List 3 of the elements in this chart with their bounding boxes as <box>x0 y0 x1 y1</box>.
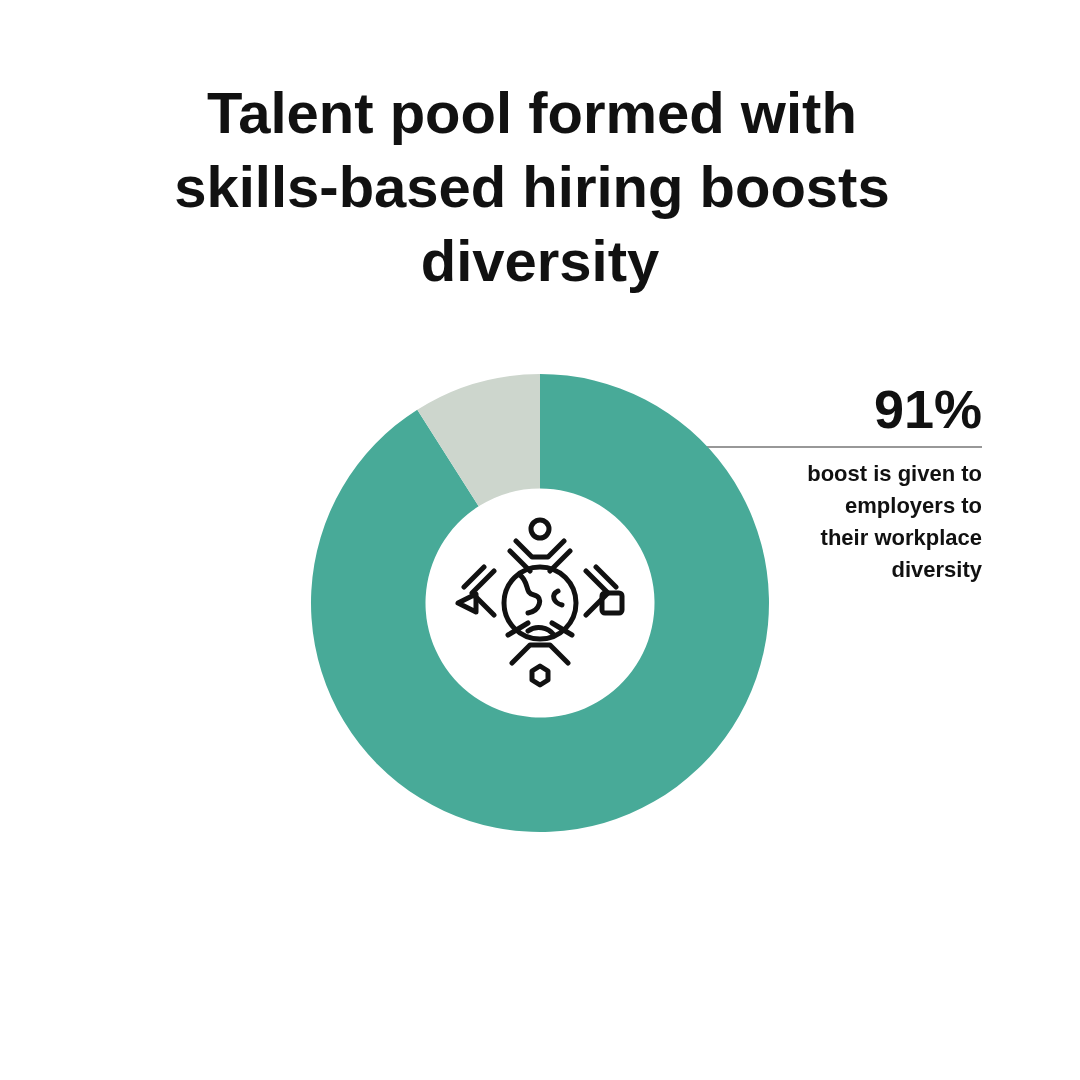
chart-title: Talent pool formed with skills-based hiring boosts diversity <box>174 79 906 293</box>
data-label: 91% <box>873 379 982 439</box>
text: boost is given to employers to their workplace diversity <box>806 460 982 584</box>
